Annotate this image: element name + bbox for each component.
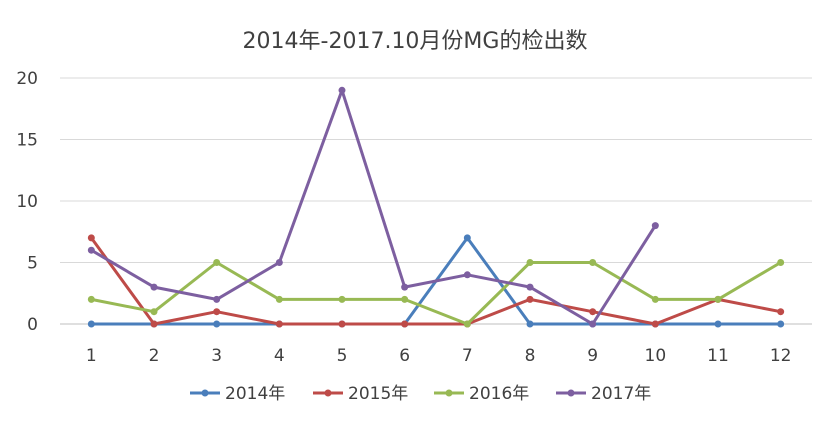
series-3 [87,86,659,328]
data-point [338,86,346,94]
legend-label: 2016年 [469,384,529,404]
legend-item: 2016年 [434,384,529,404]
x-tick-label: 2 [149,346,160,366]
data-point [526,320,534,328]
y-tick-label: 0 [27,315,38,335]
data-point [213,320,221,328]
x-tick-label: 9 [587,346,598,366]
legend-swatch-marker [567,389,575,397]
series-2 [87,259,785,328]
legend-label: 2014年 [225,384,285,404]
x-tick-label: 1 [86,346,97,366]
x-tick-label: 12 [770,346,792,366]
legend-item: 2017年 [556,384,651,404]
x-tick-label: 7 [462,346,473,366]
data-point [651,295,659,303]
data-point [777,259,785,266]
data-point [275,295,283,303]
y-tick-label: 5 [27,254,38,274]
data-point [526,283,534,291]
data-point [213,295,221,303]
data-point [275,320,283,328]
data-point [401,283,409,291]
data-point [463,320,471,328]
series-line [90,237,781,326]
data-point [338,320,346,328]
x-tick-label: 10 [645,346,667,366]
data-point [87,246,95,254]
series-lines [87,86,785,328]
legend-item: 2015年 [313,384,408,404]
data-point [213,259,221,266]
data-point [714,295,722,303]
legend-swatch-marker [324,389,332,397]
chart-title: 2014年-2017.10月份MG的检出数 [243,29,588,54]
data-point [463,271,471,279]
y-tick-label: 10 [16,192,38,212]
data-point [463,234,471,242]
data-point [777,308,785,316]
data-point [526,259,534,266]
data-point [150,320,158,328]
data-point [526,295,534,303]
data-point [338,295,346,303]
series-line [90,88,657,326]
data-point [651,222,659,230]
gridlines [60,77,812,325]
y-tick-label: 20 [16,69,38,89]
x-tick-label: 3 [211,346,222,366]
data-point [401,320,409,328]
data-point [87,234,95,242]
x-tick-label: 11 [707,346,729,366]
data-point [275,259,283,266]
data-point [651,320,659,328]
y-tick-label: 15 [16,131,38,151]
series-line [91,261,782,326]
x-axis-ticks: 1 2 3 4 5 6 7 8 9 10 11 12 [86,346,792,366]
data-point [150,308,158,316]
data-point [87,320,95,328]
data-point [213,308,221,316]
data-point [714,320,722,328]
legend-label: 2015年 [348,384,408,404]
data-point [589,259,597,266]
x-tick-label: 6 [399,346,410,366]
legend-swatch-marker [445,389,453,397]
legend-item: 2014年 [190,384,285,404]
data-point [87,295,95,303]
x-tick-label: 5 [337,346,348,366]
legend-label: 2017年 [591,384,651,404]
data-point [401,295,409,303]
data-point [777,320,785,328]
x-tick-label: 8 [525,346,536,366]
x-tick-label: 4 [274,346,285,366]
data-point [589,320,597,328]
data-point [589,308,597,316]
legend: 2014年 2015年 2016年 2017年 [190,384,651,404]
y-axis-ticks: 0 5 10 15 20 [16,69,38,335]
legend-swatch-marker [201,389,209,397]
data-point [150,283,158,291]
